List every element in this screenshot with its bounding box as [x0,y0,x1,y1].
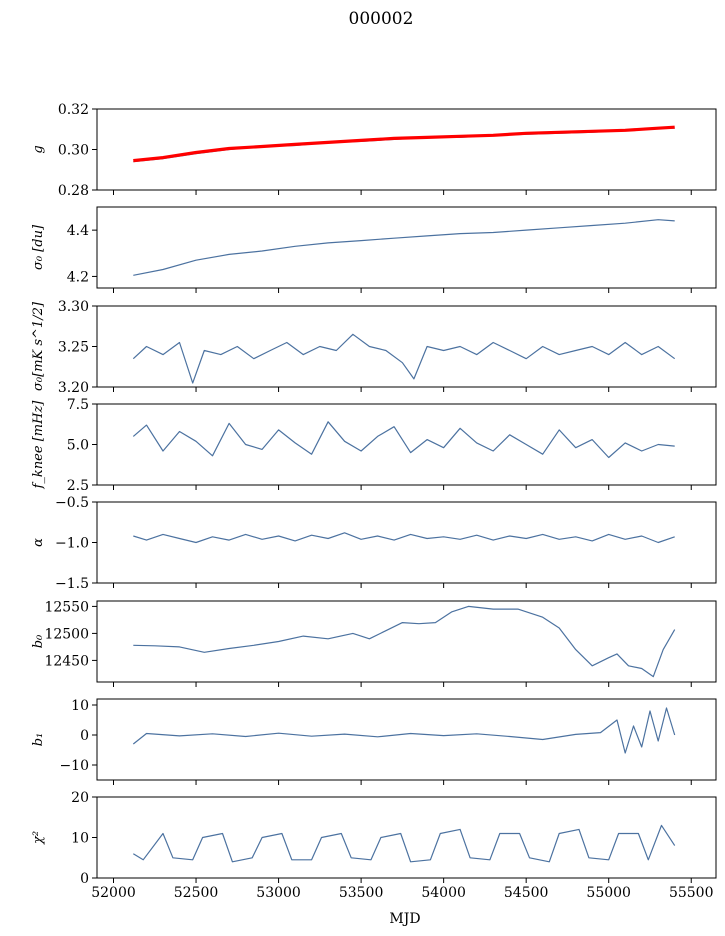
series-line-data [132,707,676,754]
y-tick-label: 20 [71,790,89,806]
y-tick-label: 3.25 [58,340,89,356]
x-tick-label: 55000 [586,885,631,901]
y-tick-label: −1.0 [55,536,89,552]
y-tick-label: 3.20 [58,380,89,396]
figure-title: 000002 [349,9,414,29]
y-tick-label: −10 [59,758,89,774]
y-tick-label: 4.2 [67,269,89,285]
panel-5: −1.5 −1.0 −0.5 α [31,495,717,592]
panel-2: 4.2 4.4 σ₀ [du] [31,206,717,293]
y-tick-label: 3.30 [58,299,89,315]
panel-1: 0.28 0.30 0.32 g [31,102,717,199]
panel-8: 0 10 20 52000 52500 53000 53500 54000 54500 55000… [31,790,717,901]
x-tick-label: 53000 [256,885,301,901]
y-axis-label: b₁ [31,733,46,747]
panel-4: 2.5 5.0 7.5 f_knee [mHz] [31,397,717,494]
plot-frame [96,698,717,781]
x-tick-label: 53500 [339,885,384,901]
y-tick-label: 0.30 [58,143,89,159]
y-tick-label: −1.5 [55,576,89,592]
panel-7: −10 0 10 b₁ [31,698,717,785]
plot-frame [96,206,717,289]
y-axis-label: χ² [31,831,46,845]
y-axis-label: σ₀ [du] [31,224,46,270]
x-tick-label: 54000 [421,885,466,901]
panel-6: 12450 12500 12550 b₀ [31,599,717,687]
series-line-data [133,605,676,678]
y-tick-label: 0.32 [58,102,89,118]
panel-3: 3.20 3.25 3.30 σ₀[mK s^1/2] [31,299,717,396]
x-tick-label: 52000 [91,885,136,901]
y-tick-label: 12550 [44,599,89,615]
y-axis-label: g [31,145,46,153]
series-line-data [132,421,675,459]
y-tick-label: 12450 [44,653,89,669]
y-axis-label: b₀ [31,634,46,648]
x-tick-label: 54500 [504,885,549,901]
series-line-data [133,219,675,276]
y-tick-label: 0 [80,728,89,744]
plot-frame [96,108,717,191]
plot-frame [96,501,717,584]
plot-frame [96,796,717,879]
y-tick-label: 10 [71,698,89,714]
x-tick-label: 55500 [669,885,714,901]
y-tick-label: 0.28 [58,183,89,199]
y-tick-label: −0.5 [55,495,89,511]
y-tick-label: 10 [71,831,89,847]
x-tick-label: 52500 [174,885,219,901]
y-axis-label: α [31,538,46,547]
y-tick-label: 12500 [44,626,89,642]
series-line-data [133,127,675,163]
series-line-data [132,824,676,863]
y-tick-label: 4.4 [67,223,89,239]
y-tick-label: 0 [80,871,89,887]
series-line-model [133,125,675,163]
series-line-data [132,333,676,384]
y-tick-label: 7.5 [67,397,89,413]
y-tick-label: 2.5 [67,478,89,494]
x-axis-label: MJD [389,911,420,927]
y-tick-label: 5.0 [67,438,89,454]
plot-frame [96,600,717,683]
series-line-data [133,532,675,544]
y-axis-label: σ₀[mK s^1/2] [31,301,46,391]
y-axis-label: f_knee [mHz] [31,400,46,490]
